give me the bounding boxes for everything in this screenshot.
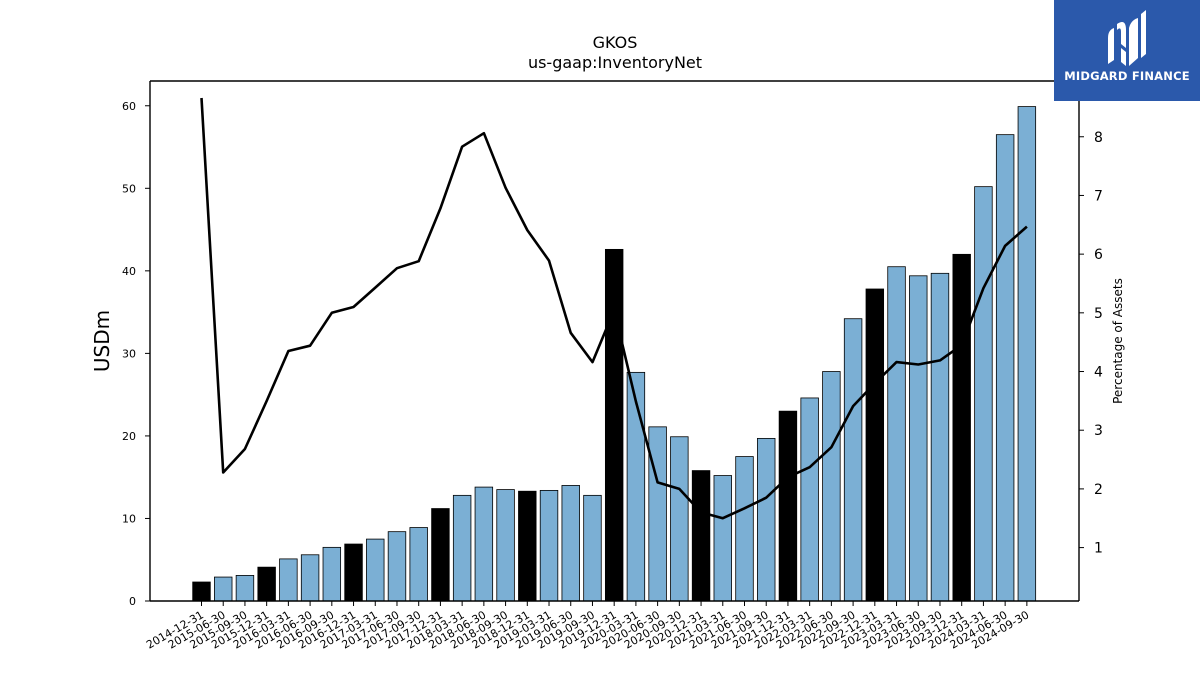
bar-2019-09-30: [583, 494, 602, 602]
midgard-logo-icon: [1108, 10, 1146, 66]
y2-tick-label-3: 3: [1094, 423, 1103, 439]
text-layer: 0102030405060123456782014-12-312015-06-3…: [90, 33, 1125, 652]
y-axis-label: USDm: [90, 310, 114, 372]
y2-tick-label-4: 4: [1094, 365, 1103, 381]
bar-2020-03-31: [626, 371, 646, 602]
bar-2020-09-30: [670, 436, 689, 602]
bar-2019-12-31: [604, 248, 624, 602]
bar-2021-12-31: [778, 410, 798, 602]
bar-2018-06-30: [474, 486, 494, 602]
bar-2016-09-30: [322, 546, 342, 602]
bar-2015-06-30: [214, 576, 233, 602]
y-tick-label-10: 10: [122, 512, 136, 525]
y-tick-label-40: 40: [122, 265, 136, 278]
bar-2021-03-31: [713, 475, 732, 602]
bar-2021-09-30: [757, 437, 776, 602]
y2-tick-label-2: 2: [1094, 482, 1103, 498]
percentage-of-assets-line: [200, 97, 1028, 520]
bar-2017-09-30: [409, 527, 428, 602]
bar-2018-03-31: [452, 494, 472, 602]
y2-tick-label-8: 8: [1094, 130, 1103, 146]
bar-2024-09-30: [1017, 106, 1037, 602]
y-tick-label-60: 60: [122, 100, 136, 113]
bar-2018-12-31: [518, 490, 537, 602]
bar-2022-06-30: [822, 371, 841, 602]
y2-tick-label-5: 5: [1094, 306, 1103, 322]
bar-layer: [192, 106, 1037, 602]
bar-2019-06-30: [561, 485, 580, 602]
bar-2020-12-31: [691, 470, 711, 602]
bar-2023-12-31: [952, 253, 971, 602]
bar-2023-03-31: [887, 266, 906, 602]
axes-layer: [145, 80, 1084, 606]
y-tick-label-30: 30: [122, 347, 136, 360]
y2-tick-label-6: 6: [1094, 247, 1103, 263]
bar-2017-12-31: [431, 508, 450, 602]
bar-2016-06-30: [300, 554, 320, 602]
bar-2024-06-30: [995, 134, 1015, 602]
bar-2015-12-31: [257, 566, 276, 602]
y2-tick-label-7: 7: [1094, 188, 1103, 204]
y2-tick-label-1: 1: [1094, 541, 1103, 557]
y2-axis-label: Percentage of Assets: [1111, 278, 1125, 404]
bar-2023-06-30: [909, 275, 928, 602]
chart-subtitle: us-gaap:InventoryNet: [528, 53, 702, 72]
bar-2016-03-31: [279, 558, 298, 602]
bar-2015-09-30: [235, 575, 255, 602]
bar-2014-12-31: [192, 581, 211, 602]
brand-banner: MIDGARD FINANCE: [1054, 0, 1200, 101]
bar-2019-03-31: [539, 489, 559, 602]
brand-name: MIDGARD FINANCE: [1064, 69, 1190, 83]
line-layer: [200, 97, 1028, 520]
y-tick-label-0: 0: [129, 595, 136, 608]
bar-2022-03-31: [800, 397, 819, 602]
bar-2023-09-30: [930, 272, 950, 602]
y-tick-label-20: 20: [122, 430, 136, 443]
bar-2022-12-31: [865, 288, 885, 602]
bar-2024-03-31: [974, 186, 993, 602]
bar-2017-06-30: [387, 531, 407, 602]
bar-2020-06-30: [648, 426, 667, 602]
chart-title: GKOS: [593, 33, 638, 52]
bar-2016-12-31: [344, 543, 363, 602]
bar-2017-03-31: [366, 538, 385, 602]
bar-2018-09-30: [496, 489, 515, 602]
bar-2022-09-30: [843, 318, 863, 602]
bar-2021-06-30: [735, 456, 754, 602]
y-tick-label-50: 50: [122, 182, 136, 195]
